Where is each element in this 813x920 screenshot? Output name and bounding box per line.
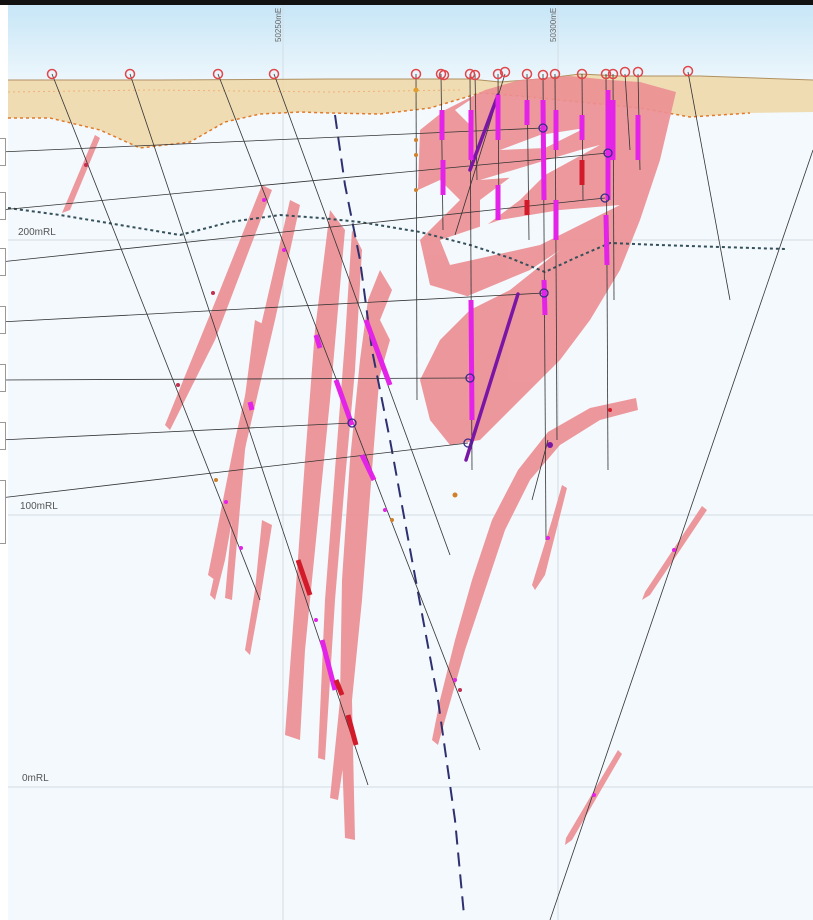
cover-horizon-line [7, 89, 461, 93]
window-2 [440, 205, 620, 265]
drillhole-label-tab[interactable] [0, 480, 6, 544]
grid-lines [8, 5, 813, 920]
fault-line [334, 114, 465, 916]
drillhole-label-tab[interactable] [0, 306, 6, 334]
assay-19 [359, 453, 377, 482]
drillhole-trace-21 [531, 439, 549, 501]
base-of-oxidation-line [7, 207, 786, 274]
collar-icon [46, 68, 58, 80]
collar-icon [537, 69, 549, 81]
lode-mid-3 [340, 270, 392, 840]
collar-icon [268, 68, 280, 80]
drillhole-label-tab[interactable] [0, 364, 6, 392]
drillhole-label-tab[interactable] [0, 138, 6, 166]
intercept-line-2 [468, 93, 500, 172]
collar-icon [464, 68, 476, 80]
drillhole-trace-6 [440, 73, 444, 231]
assay-red-1 [295, 559, 313, 596]
collar-icon [499, 66, 511, 78]
drillhole-trace-25 [0, 292, 545, 323]
collar-icon [607, 68, 619, 80]
drillhole-label-tab[interactable] [0, 192, 6, 220]
collar-icon [682, 65, 694, 77]
lode-mid-2 [318, 230, 362, 760]
assay-8 [540, 99, 547, 201]
collar-icon [492, 68, 504, 80]
drillhole-trace-22 [0, 127, 544, 153]
assay-4 [468, 299, 475, 421]
collar-icon [438, 69, 450, 81]
drillhole-label-tab[interactable] [0, 422, 6, 450]
assay-red-3 [345, 714, 359, 746]
drillhole-trace-16 [624, 73, 631, 151]
lode-bottom-right [565, 750, 622, 845]
lode-left-6 [210, 470, 240, 600]
assay-17 [363, 319, 393, 386]
assay-15 [603, 214, 610, 266]
intercept-lines [464, 93, 520, 462]
rl-label-200: 200mRL [18, 227, 56, 238]
drillhole-trace-19 [549, 149, 813, 920]
window-4 [480, 145, 600, 180]
drillhole-trace-4 [273, 73, 451, 556]
collar-icon [469, 69, 481, 81]
window-3 [430, 250, 560, 320]
easting-label-50300: 50300mE [549, 7, 558, 42]
collar-icon [576, 68, 588, 80]
drillhole-trace-23 [0, 152, 609, 211]
lode-left-2 [165, 185, 272, 430]
sky-band [8, 5, 813, 83]
left-margin [0, 5, 8, 920]
drillhole-trace-27 [0, 422, 353, 441]
drillhole-trace-28 [0, 442, 469, 499]
collar-icon [600, 68, 612, 80]
collar-icon [124, 68, 136, 80]
drill-collars [46, 65, 694, 81]
collar-icon [212, 68, 224, 80]
drillhole-trace-8 [474, 73, 478, 181]
lode-left-4 [225, 320, 265, 600]
sample-markers [84, 87, 676, 797]
collar-icon [619, 66, 631, 78]
lode-mid-1 [285, 210, 345, 740]
drillhole-trace-26 [0, 377, 471, 381]
window-6 [455, 100, 470, 125]
assay-22 [247, 401, 255, 411]
intercept-markers [347, 123, 613, 448]
lode-right-small [642, 506, 707, 600]
lode-left-1 [62, 135, 100, 213]
assay-18 [333, 379, 355, 426]
rl-label-0: 0mRL [22, 773, 49, 784]
assay-21 [313, 334, 323, 349]
collar-icon [410, 68, 422, 80]
lode-left-5 [245, 520, 272, 655]
top-border [0, 0, 813, 5]
assay-intervals [247, 90, 641, 691]
main-lode [418, 76, 676, 445]
rl-label-100: 100mRL [20, 501, 58, 512]
drillhole-trace-24 [0, 197, 606, 263]
assay-intervals-high-grade [295, 160, 585, 746]
drillhole-trace-18 [687, 71, 731, 301]
assay-red-2 [333, 679, 345, 696]
collar-icon [632, 66, 644, 78]
assay-20 [319, 639, 338, 691]
lode-lower-curve [432, 398, 638, 745]
collar-icon [521, 68, 533, 80]
drillhole-trace-1 [51, 73, 261, 601]
ore-lodes [62, 76, 707, 845]
drillhole-trace-5 [415, 73, 418, 401]
collar-icon [549, 68, 561, 80]
intercept-line-1 [464, 292, 520, 462]
drillhole-label-tab[interactable] [0, 248, 6, 276]
easting-label-50250: 50250mE [274, 7, 283, 42]
